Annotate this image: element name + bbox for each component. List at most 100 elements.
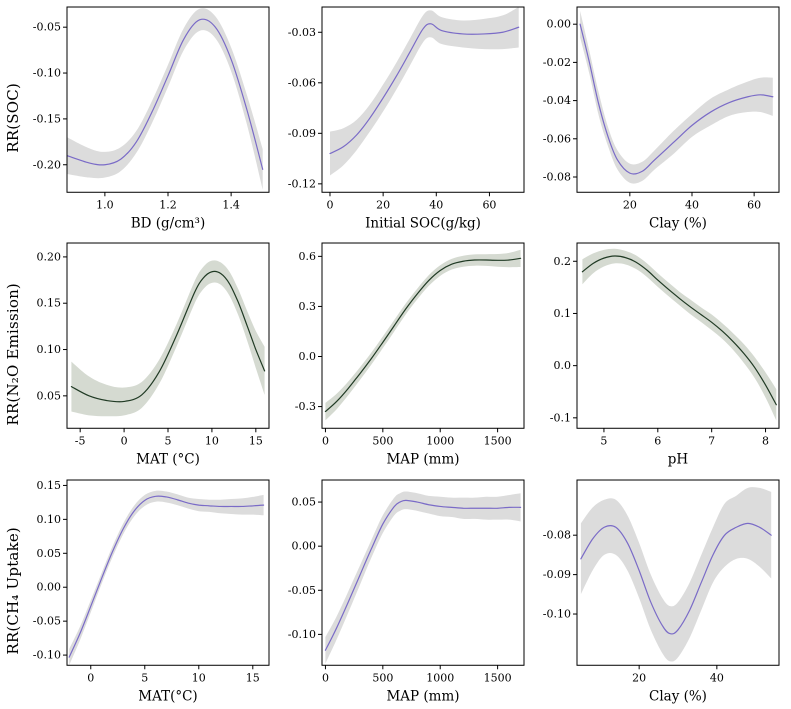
y-tick-label: 0.3 xyxy=(299,300,316,313)
plot-border xyxy=(66,242,270,430)
y-tick-label: -0.05 xyxy=(33,614,61,627)
plot-border xyxy=(321,242,525,430)
smooth-curve xyxy=(580,522,772,635)
panel-soc-clay: 20 40 60 0.00 -0.02 -0.04 -0.06 -0.08 Clay (%) xyxy=(536,0,791,236)
chart-ch4-mat: 0 5 10 15 0.15 0.10 0.05 0.00 -0.05 -0.10 MAT(°C) xyxy=(33,479,270,704)
y-tick-label: -0.05 xyxy=(288,583,316,596)
x-axis-label: MAP (mm) xyxy=(386,688,459,704)
x-tick-label: 0 xyxy=(326,198,333,211)
x-tick-label: 60 xyxy=(482,198,496,211)
x-tick-label: 15 xyxy=(249,435,263,448)
panel-ch4-clay: 20 40 -0.08 -0.09 -0.10 Clay (%) xyxy=(536,473,791,709)
y-tick-label: -0.05 xyxy=(33,21,61,34)
x-tick-label: 7 xyxy=(708,435,715,448)
x-tick-label: 60 xyxy=(747,198,761,211)
y-tick-label: 0.6 xyxy=(299,250,316,263)
chart-soc-clay: 20 40 60 0.00 -0.02 -0.04 -0.06 -0.08 Clay (%) xyxy=(543,6,780,231)
y-tick-label: 0.10 xyxy=(37,513,61,526)
x-tick-label: 500 xyxy=(372,671,393,684)
x-axis-label: Clay (%) xyxy=(649,688,707,704)
x-tick-label: 1500 xyxy=(484,671,512,684)
x-tick-label: 15 xyxy=(246,671,260,684)
confidence-band xyxy=(67,8,263,190)
y-tick-label: 0.00 xyxy=(292,539,316,552)
smooth-curve xyxy=(329,23,520,155)
x-tick-label: 500 xyxy=(372,435,393,448)
y-tick-label: 0.00 xyxy=(547,18,571,31)
confidence-band xyxy=(325,250,521,421)
chart-soc-bd: 1.0 1.2 1.4 -0.05 -0.10 -0.15 -0.20 BD (g/cm³) xyxy=(33,6,270,231)
x-axis-label: BD (g/cm³) xyxy=(131,215,205,231)
chart-ch4-map: 0 500 1000 1500 0.05 0.00 -0.05 -0.10 MAP (mm) xyxy=(288,479,525,704)
y-tick-label: -0.15 xyxy=(33,112,61,125)
y-axis-title-ch4: RR(CH₄ Uptake) xyxy=(4,527,22,655)
y-tick-label: -0.20 xyxy=(33,158,61,171)
x-axis-label: MAT (°C) xyxy=(136,452,200,468)
row-label-n2o: RR(N₂O Emission) xyxy=(0,236,26,472)
x-axis-label: Clay (%) xyxy=(649,215,707,231)
x-tick-label: 1.0 xyxy=(96,198,113,211)
smooth-curve xyxy=(70,271,266,403)
x-tick-label: 40 xyxy=(710,671,724,684)
x-tick-label: 0 xyxy=(121,435,128,448)
chart-soc-initial-soc: 0 20 40 60 -0.03 -0.06 -0.09 -0.12 Initial SOC(g… xyxy=(288,6,525,231)
x-tick-label: 5 xyxy=(165,435,172,448)
x-axis-label: pH xyxy=(668,452,689,468)
x-tick-label: 5 xyxy=(600,435,607,448)
y-tick-label: -0.10 xyxy=(543,607,571,620)
x-tick-label: 20 xyxy=(623,198,637,211)
y-tick-label: -0.10 xyxy=(33,648,61,661)
plot-border xyxy=(576,242,780,430)
row-label-soc: RR(SOC) xyxy=(0,0,26,236)
chart-n2o-map: 0 500 1000 1500 0.6 0.3 0.0 -0.3 MAP (mm) xyxy=(295,242,525,468)
y-tick-label: 0.00 xyxy=(37,580,61,593)
plot-border xyxy=(576,479,780,666)
panel-soc-bd: 1.0 1.2 1.4 -0.05 -0.10 -0.15 -0.20 BD (g/cm³) xyxy=(26,0,281,236)
y-tick-label: 0.20 xyxy=(37,251,61,264)
panel-ch4-map: 0 500 1000 1500 0.05 0.00 -0.05 -0.10 MAP (mm) xyxy=(281,473,536,709)
smooth-curve xyxy=(579,23,774,175)
y-tick-label: -0.10 xyxy=(288,628,316,641)
y-tick-label: -0.09 xyxy=(543,568,571,581)
x-tick-label: 1500 xyxy=(484,435,512,448)
x-tick-label: 5 xyxy=(141,671,148,684)
y-tick-label: -0.08 xyxy=(543,170,571,183)
smooth-curve xyxy=(67,18,264,170)
y-tick-label: -0.03 xyxy=(288,26,316,39)
x-tick-label: 1.4 xyxy=(222,198,239,211)
plot-border xyxy=(321,479,525,666)
confidence-band xyxy=(71,260,265,417)
confidence-band xyxy=(580,10,773,184)
x-tick-label: 6 xyxy=(654,435,661,448)
confidence-band xyxy=(69,490,264,665)
y-tick-label: 0.0 xyxy=(299,350,316,363)
smooth-curve xyxy=(581,255,777,406)
y-tick-label: -0.3 xyxy=(295,400,316,413)
x-tick-label: 20 xyxy=(376,198,390,211)
x-tick-label: 40 xyxy=(429,198,443,211)
plot-border xyxy=(66,479,270,666)
y-tick-label: 0.10 xyxy=(37,343,61,356)
y-tick-label: 0.2 xyxy=(554,255,571,268)
chart-ch4-clay: 20 40 -0.08 -0.09 -0.10 Clay (%) xyxy=(543,479,780,704)
panel-soc-initial-soc: 0 20 40 60 -0.03 -0.06 -0.09 -0.12 Initial SOC(g… xyxy=(281,0,536,236)
y-tick-label: 0.15 xyxy=(37,479,61,492)
x-tick-label: 8 xyxy=(762,435,769,448)
y-tick-label: 0.05 xyxy=(37,546,61,559)
plot-border xyxy=(576,6,780,193)
panel-n2o-ph: 5 6 7 8 0.2 0.1 0.0 -0.1 pH xyxy=(536,236,791,472)
x-axis-label: MAP (mm) xyxy=(386,452,459,468)
y-tick-label: 0.15 xyxy=(37,297,61,310)
y-tick-label: -0.06 xyxy=(288,76,316,89)
x-tick-label: 1.2 xyxy=(159,198,176,211)
x-tick-label: 10 xyxy=(192,671,206,684)
x-tick-label: 0 xyxy=(322,435,329,448)
y-tick-label: -0.1 xyxy=(550,412,571,425)
x-tick-label: 0 xyxy=(322,671,329,684)
y-tick-label: -0.06 xyxy=(543,132,571,145)
smooth-curve xyxy=(68,495,265,658)
smooth-curve xyxy=(324,258,522,413)
y-tick-label: 0.05 xyxy=(292,495,316,508)
chart-n2o-mat: -5 0 5 10 15 0.05 0.10 0.15 0.20 MAT (°C) xyxy=(37,242,270,468)
